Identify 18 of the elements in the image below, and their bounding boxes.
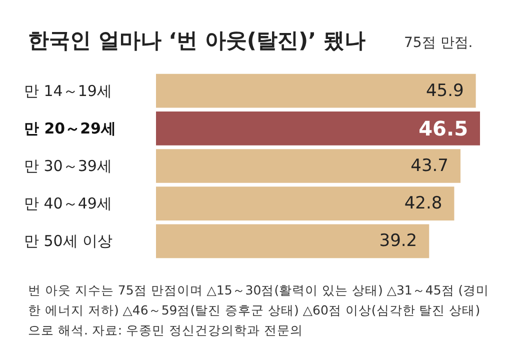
data-label: 42.8 — [404, 194, 442, 214]
y-tick-label: 만 40～49세 — [24, 194, 112, 213]
bar — [156, 111, 480, 146]
data-label: 46.5 — [418, 116, 468, 140]
data-label: 45.9 — [426, 80, 464, 101]
y-tick-label: 만 50세 이상 — [24, 232, 113, 250]
data-label: 43.7 — [410, 156, 448, 176]
bar — [156, 186, 454, 221]
data-label: 39.2 — [379, 231, 418, 252]
y-tick-label: 만 30～39세 — [24, 157, 112, 175]
y-tick-label: 만 20～29세 — [24, 119, 116, 138]
chart-title: 한국인 얼마나 ‘번 아웃(탈진)’ 됐나 — [28, 28, 366, 52]
text: 번 아웃 지수는 75점 만점이며 △15～30점(활력이 있는 상태) △31～45점 (경미한 에너지 저하) △46～59점(탈진 증후군 상태) △60점 이상(심각한 탈진 상태)으로 해석. 자료: 우종민 정신건강의학과 전문의 — [28, 282, 490, 338]
y-tick-label: 만 14～19세 — [24, 82, 112, 100]
bar — [156, 74, 476, 108]
chart-subtitle: 75점 만점. — [404, 35, 473, 51]
bar — [156, 224, 430, 258]
bar — [156, 149, 460, 183]
